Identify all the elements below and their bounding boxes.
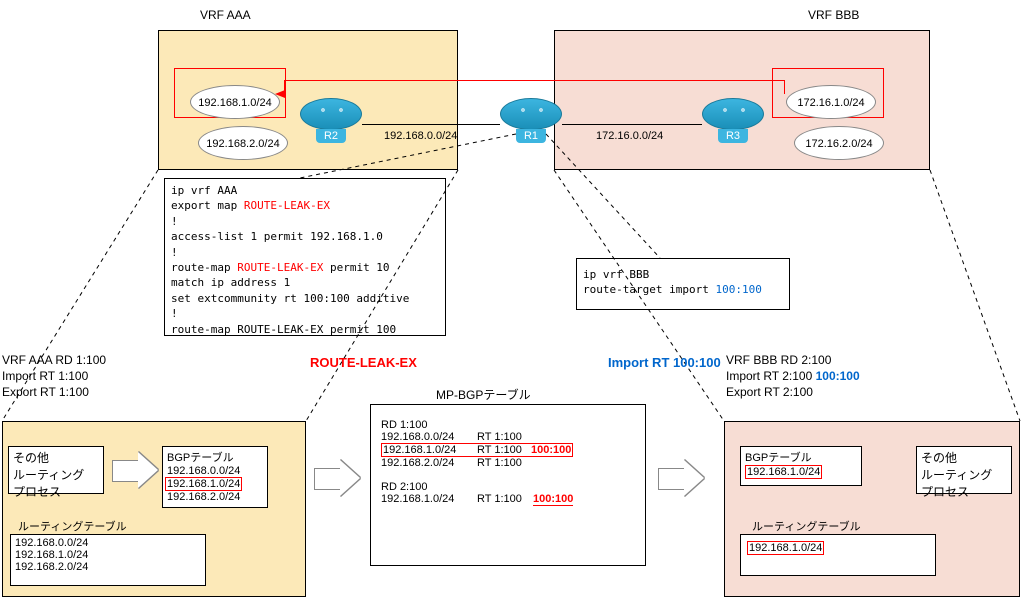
red-arrow-down-right bbox=[784, 80, 785, 94]
router-r3: R3 bbox=[702, 98, 764, 130]
mpbgp-r1: 192.168.0.0/24RT 1:100 bbox=[381, 431, 635, 443]
bgp-left-r1: 192.168.0.0/24 bbox=[167, 465, 263, 477]
rt-right-r1-hl: 192.168.1.0/24 bbox=[747, 541, 824, 555]
mpbgp-rd2: RD 2:100 bbox=[381, 481, 635, 493]
vrf-aaa-info: VRF AAA RD 1:100 Import RT 1:100 Export … bbox=[2, 352, 106, 401]
router-r1-label: R1 bbox=[516, 129, 546, 143]
config-bbb-box: ip vrf BBB route-target import 100:100 bbox=[576, 258, 790, 310]
mpbgp-table: RD 1:100 192.168.0.0/24RT 1:100 192.168.… bbox=[370, 404, 646, 566]
routing-table-left-label: ルーティングテーブル bbox=[18, 518, 127, 534]
mpbgp-title: MP-BGPテーブル bbox=[436, 386, 531, 403]
vrf-aaa-info-3: Export RT 1:100 bbox=[2, 384, 106, 400]
cfg-a-1: ip vrf AAA bbox=[171, 183, 439, 198]
vrf-bbb-label: VRF BBB bbox=[808, 8, 859, 22]
cfg-a-5: ! bbox=[171, 245, 439, 260]
link-r1-r3 bbox=[562, 124, 702, 125]
routing-table-right: 192.168.1.0/24 bbox=[740, 534, 936, 576]
cfg-a-6: route-map ROUTE-LEAK-EX permit 10 bbox=[171, 260, 439, 275]
config-aaa-box: ip vrf AAA export map ROUTE-LEAK-EX ! ac… bbox=[164, 178, 446, 336]
routing-table-left: 192.168.0.0/24 192.168.1.0/24 192.168.2.… bbox=[10, 534, 206, 586]
bgp-left-r2-hl: 192.168.1.0/24 bbox=[165, 477, 242, 491]
other-process-right: その他 ルーティング プロセス bbox=[916, 446, 1012, 494]
cfg-a-2: export map ROUTE-LEAK-EX bbox=[171, 198, 439, 213]
cloud-2: 192.168.2.0/24 bbox=[198, 126, 288, 160]
router-r2-label: R2 bbox=[316, 129, 346, 143]
cfg-a-9: ! bbox=[171, 306, 439, 321]
bgp-left-r3: 192.168.2.0/24 bbox=[167, 491, 263, 503]
vrf-aaa-info-2: Import RT 1:100 bbox=[2, 368, 106, 384]
vrf-aaa-label: VRF AAA bbox=[200, 8, 251, 22]
import-rt-label: Import RT 100:100 bbox=[608, 355, 721, 370]
link-label-1: 192.168.0.0/24 bbox=[384, 130, 457, 142]
rt-left-r1: 192.168.0.0/24 bbox=[15, 537, 201, 549]
red-arrow-head bbox=[275, 90, 285, 98]
rt-left-r2: 192.168.1.0/24 bbox=[15, 549, 201, 561]
mpbgp-r4: 192.168.1.0/24RT 1:100100:100 bbox=[381, 493, 635, 505]
cfg-b-2: route-target import 100:100 bbox=[583, 282, 783, 297]
cfg-a-4: access-list 1 permit 192.168.1.0 bbox=[171, 229, 439, 244]
bgp-table-right-title: BGPテーブル bbox=[745, 449, 857, 465]
mpbgp-r3: 192.168.2.0/24RT 1:100 bbox=[381, 457, 635, 469]
bgp-table-left: BGPテーブル 192.168.0.0/24 192.168.1.0/24 19… bbox=[162, 446, 268, 508]
vrf-bbb-info-2: Import RT 2:100 100:100 bbox=[726, 368, 860, 384]
router-r2: R2 bbox=[300, 98, 362, 130]
bgp-table-left-title: BGPテーブル bbox=[167, 449, 263, 465]
mpbgp-r2: 192.168.1.0/24RT 1:100100:100 bbox=[381, 443, 573, 457]
cloud-4: 172.16.2.0/24 bbox=[794, 126, 884, 160]
vrf-bbb-info-3: Export RT 2:100 bbox=[726, 384, 860, 400]
vrf-aaa-info-1: VRF AAA RD 1:100 bbox=[2, 352, 106, 368]
red-arrow-line bbox=[284, 80, 784, 81]
cloud-1: 192.168.1.0/24 bbox=[190, 85, 280, 119]
cfg-a-7: match ip address 1 bbox=[171, 275, 439, 290]
cfg-a-8: set extcommunity rt 100:100 additive bbox=[171, 291, 439, 306]
arrow-to-right bbox=[658, 460, 704, 496]
bgp-right-r1-hl: 192.168.1.0/24 bbox=[745, 465, 822, 479]
router-r3-label: R3 bbox=[718, 129, 748, 143]
cfg-b-1: ip vrf BBB bbox=[583, 267, 783, 282]
routing-table-right-label: ルーティングテーブル bbox=[752, 518, 861, 534]
router-r1: R1 bbox=[500, 98, 562, 130]
cfg-a-10: route-map ROUTE-LEAK-EX permit 100 bbox=[171, 322, 439, 337]
vrf-bbb-info: VRF BBB RD 2:100 Import RT 2:100 100:100… bbox=[726, 352, 860, 401]
route-leak-ex-label: ROUTE-LEAK-EX bbox=[310, 355, 417, 370]
vrf-bbb-info-1: VRF BBB RD 2:100 bbox=[726, 352, 860, 368]
mpbgp-rd1: RD 1:100 bbox=[381, 419, 635, 431]
arrow-to-mpbgp bbox=[314, 460, 360, 496]
other-process-left: その他 ルーティング プロセス bbox=[8, 446, 104, 494]
cfg-a-3: ! bbox=[171, 214, 439, 229]
bgp-table-right: BGPテーブル 192.168.1.0/24 bbox=[740, 446, 862, 486]
cloud-3: 172.16.1.0/24 bbox=[786, 85, 876, 119]
link-label-2: 172.16.0.0/24 bbox=[596, 130, 663, 142]
link-r2-r1 bbox=[362, 124, 500, 125]
rt-left-r3: 192.168.2.0/24 bbox=[15, 561, 201, 573]
arrow-left-to-bgp bbox=[112, 452, 158, 488]
